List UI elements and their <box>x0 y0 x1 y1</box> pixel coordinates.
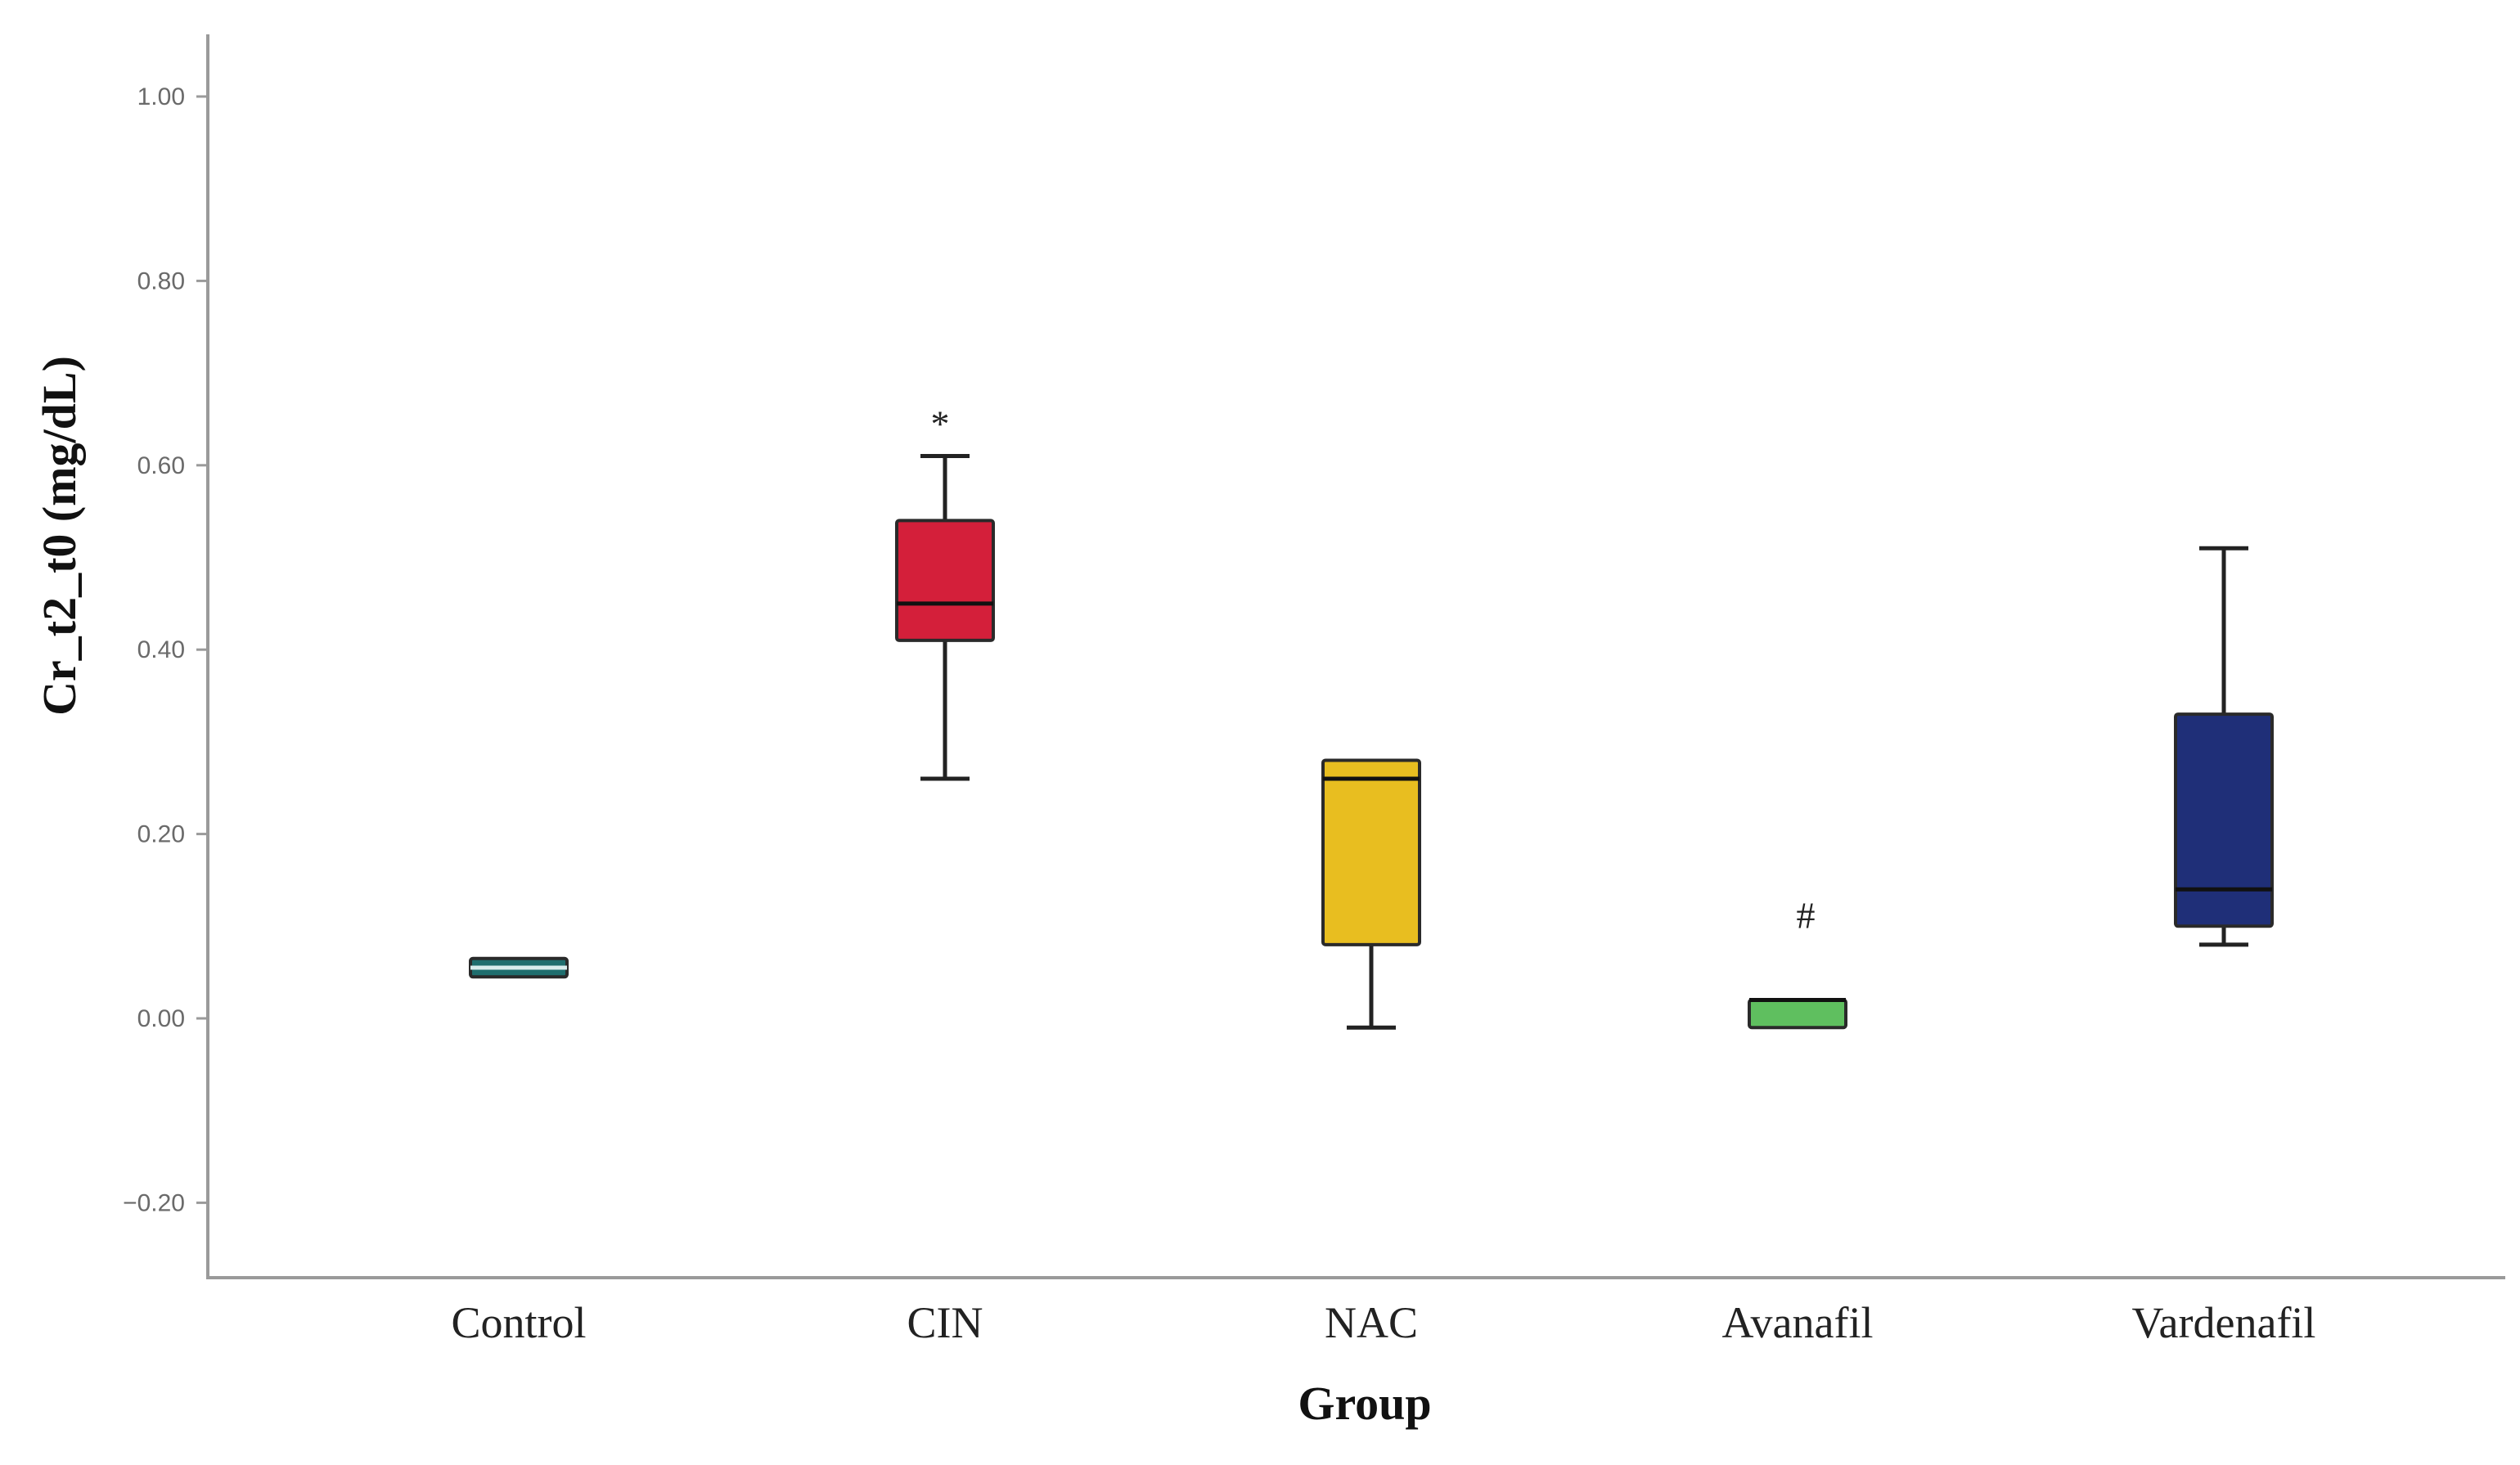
box-iqr <box>2174 712 2274 928</box>
box-iqr <box>895 519 995 642</box>
y-tick-label: 0.20 <box>137 821 185 848</box>
axes-layer <box>206 34 2505 1279</box>
x-labels-layer: Control CIN NAC Avanafil Vardenafil <box>451 1298 2315 1347</box>
x-category-label: Avanafil <box>1722 1298 1874 1347</box>
x-category-label: Vardenafil <box>2132 1298 2316 1347</box>
significance-marker: * <box>931 403 950 445</box>
x-axis-title: Group <box>1298 1377 1431 1430</box>
y-axis-title: Cr_t2_t0 (mg/dL) <box>33 356 86 716</box>
boxes-layer <box>469 454 2274 1030</box>
x-category-label: Control <box>451 1298 586 1347</box>
y-ticks-layer: −0.20 0.00 0.20 0.40 0.60 0.80 1.00 <box>123 83 208 1216</box>
x-category-label: CIN <box>907 1298 983 1347</box>
box-avanafil <box>1748 997 1847 1030</box>
x-category-label: NAC <box>1325 1298 1418 1347</box>
y-tick-label: 0.80 <box>137 267 185 294</box>
annotations-layer: *# <box>931 403 1816 937</box>
significance-marker: # <box>1797 894 1816 936</box>
y-tick-label: −0.20 <box>123 1189 185 1216</box>
y-tick-label: 0.00 <box>137 1005 185 1032</box>
box-control <box>469 956 569 979</box>
box-cin <box>895 454 995 781</box>
y-tick-label: 0.60 <box>137 452 185 479</box>
box-nac <box>1321 758 1421 1030</box>
y-tick-label: 1.00 <box>137 83 185 110</box>
box-iqr <box>1321 758 1421 946</box>
y-tick-label: 0.40 <box>137 636 185 663</box>
box-iqr <box>1748 998 1847 1030</box>
box-vardenafil <box>2174 546 2274 947</box>
